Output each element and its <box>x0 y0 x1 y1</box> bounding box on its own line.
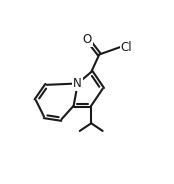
Text: Cl: Cl <box>121 40 132 54</box>
Text: O: O <box>82 33 92 46</box>
Text: N: N <box>73 77 82 90</box>
